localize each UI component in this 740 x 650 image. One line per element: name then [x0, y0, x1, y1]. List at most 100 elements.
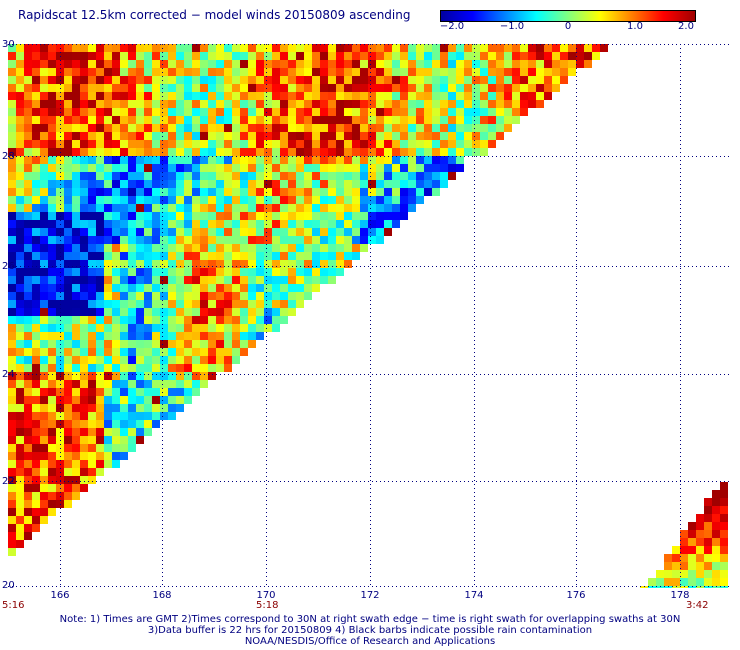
- wind-cell: [208, 268, 216, 276]
- wind-cell: [472, 60, 480, 68]
- wind-cell: [200, 284, 208, 292]
- wind-cell: [544, 52, 552, 60]
- wind-cell: [64, 252, 72, 260]
- wind-cell: [336, 268, 344, 276]
- wind-cell: [560, 52, 568, 60]
- wind-cell: [64, 340, 72, 348]
- wind-cell: [568, 44, 576, 52]
- wind-cell: [232, 92, 240, 100]
- wind-cell: [80, 268, 88, 276]
- wind-cell: [48, 92, 56, 100]
- wind-cell: [400, 68, 408, 76]
- wind-cell: [104, 420, 112, 428]
- wind-cell: [96, 52, 104, 60]
- wind-cell: [112, 372, 120, 380]
- wind-cell: [112, 132, 120, 140]
- wind-cell: [128, 124, 136, 132]
- wind-cell: [136, 196, 144, 204]
- wind-cell: [120, 308, 128, 316]
- wind-cell: [584, 44, 592, 52]
- wind-cell: [360, 228, 368, 236]
- wind-cell: [136, 348, 144, 356]
- wind-cell: [64, 212, 72, 220]
- wind-cell: [448, 92, 456, 100]
- wind-cell: [8, 380, 16, 388]
- wind-cell: [312, 84, 320, 92]
- wind-cell: [296, 156, 304, 164]
- wind-cell: [160, 132, 168, 140]
- wind-cell: [336, 228, 344, 236]
- wind-cell: [80, 388, 88, 396]
- wind-cell: [272, 244, 280, 252]
- wind-cell: [136, 420, 144, 428]
- wind-cell: [32, 124, 40, 132]
- wind-cell: [312, 68, 320, 76]
- wind-cell: [296, 196, 304, 204]
- wind-cell: [88, 380, 96, 388]
- wind-cell: [248, 220, 256, 228]
- wind-cell: [24, 308, 32, 316]
- wind-cell: [392, 180, 400, 188]
- wind-cell: [96, 300, 104, 308]
- wind-cell: [392, 212, 400, 220]
- wind-cell: [128, 44, 136, 52]
- wind-cell: [160, 276, 168, 284]
- wind-cell: [136, 188, 144, 196]
- wind-cell: [464, 124, 472, 132]
- wind-cell: [288, 204, 296, 212]
- wind-cell: [232, 116, 240, 124]
- wind-cell: [160, 188, 168, 196]
- wind-cell: [88, 348, 96, 356]
- wind-cell: [128, 108, 136, 116]
- wind-cell: [304, 164, 312, 172]
- wind-cell: [264, 220, 272, 228]
- wind-cell: [488, 68, 496, 76]
- wind-cell: [176, 364, 184, 372]
- wind-cell: [424, 84, 432, 92]
- wind-cell: [376, 132, 384, 140]
- wind-cell: [200, 236, 208, 244]
- wind-cell: [472, 148, 480, 156]
- wind-cell: [32, 268, 40, 276]
- wind-cell: [48, 316, 56, 324]
- wind-cell: [48, 500, 56, 508]
- wind-cell: [32, 44, 40, 52]
- wind-cell: [288, 124, 296, 132]
- wind-cell: [304, 156, 312, 164]
- wind-cell: [104, 100, 112, 108]
- wind-cell: [16, 436, 24, 444]
- wind-cell: [312, 52, 320, 60]
- wind-cell: [200, 380, 208, 388]
- wind-cell: [112, 212, 120, 220]
- wind-cell: [336, 68, 344, 76]
- wind-cell: [224, 340, 232, 348]
- wind-cell: [440, 156, 448, 164]
- wind-cell: [144, 420, 152, 428]
- wind-cell: [408, 52, 416, 60]
- wind-cell: [32, 236, 40, 244]
- wind-cell: [512, 116, 520, 124]
- wind-cell: [312, 148, 320, 156]
- wind-cell: [480, 68, 488, 76]
- wind-cell: [672, 578, 680, 586]
- wind-cell: [304, 68, 312, 76]
- wind-cell: [160, 164, 168, 172]
- wind-cell: [568, 68, 576, 76]
- wind-cell: [152, 340, 160, 348]
- wind-cell: [144, 116, 152, 124]
- wind-cell: [152, 100, 160, 108]
- lat-label: 24: [2, 369, 15, 380]
- wind-cell: [208, 132, 216, 140]
- wind-cell: [160, 180, 168, 188]
- wind-cell: [216, 124, 224, 132]
- wind-cell: [80, 348, 88, 356]
- wind-cell: [24, 156, 32, 164]
- wind-cell: [248, 204, 256, 212]
- wind-cell: [24, 44, 32, 52]
- wind-cell: [152, 156, 160, 164]
- wind-cell: [344, 132, 352, 140]
- wind-cell: [168, 108, 176, 116]
- wind-cell: [256, 196, 264, 204]
- wind-cell: [80, 236, 88, 244]
- wind-cell: [16, 364, 24, 372]
